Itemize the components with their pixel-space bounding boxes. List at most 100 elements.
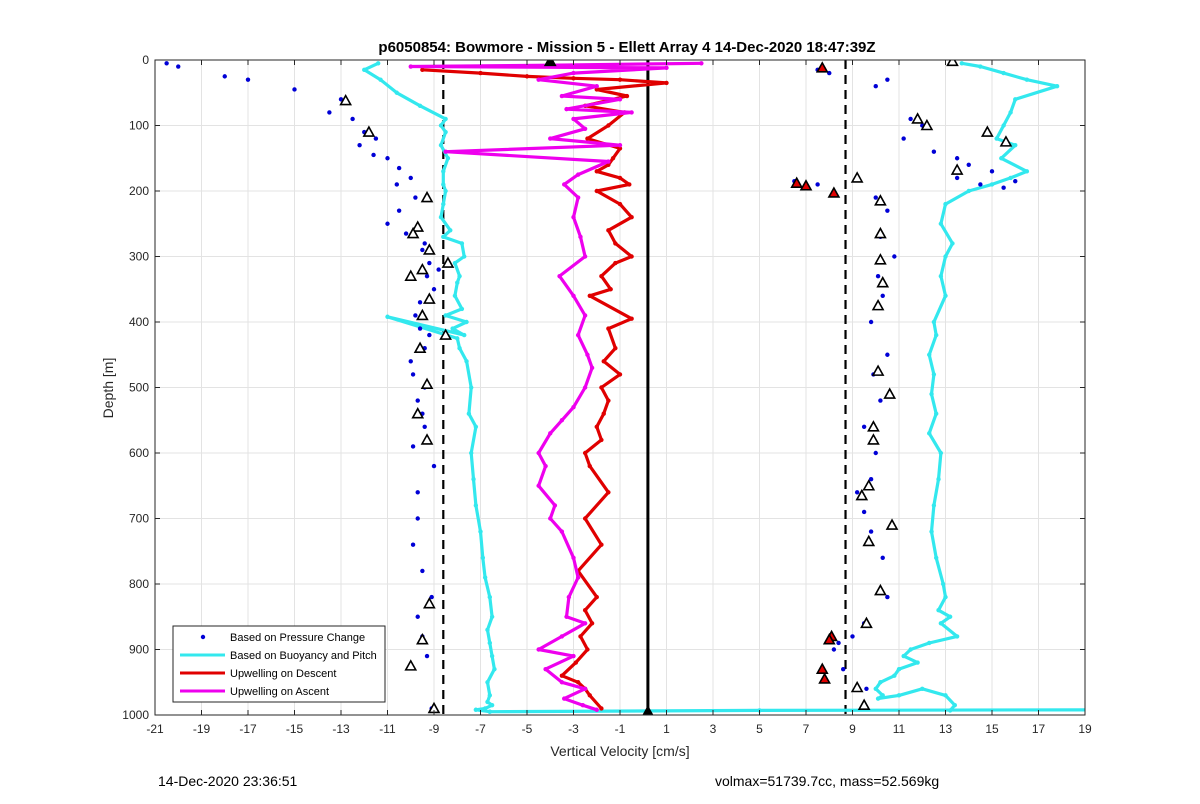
legend-label-0: Based on Pressure Change — [230, 632, 365, 644]
pressure-point-0-18 — [385, 221, 390, 226]
marker-1-3 — [980, 125, 994, 137]
series-point-2-0-40 — [606, 490, 611, 495]
series-point-2-0-19 — [617, 201, 623, 207]
series-point-3-0-42 — [564, 614, 569, 619]
series-point-3-0-48 — [559, 680, 565, 685]
series-point-1-0-43 — [485, 627, 490, 633]
series-point-1-2-2 — [1001, 70, 1006, 76]
marker-0-16 — [422, 597, 436, 609]
pressure-point-1-7 — [931, 149, 937, 154]
series-point-1-2-50 — [920, 686, 925, 691]
series-point-1-2-39 — [927, 640, 932, 646]
series-point-1-2-11 — [1024, 169, 1030, 174]
series-point-1-2-21 — [931, 319, 937, 325]
pressure-point-0-16 — [413, 195, 418, 200]
pressure-point-0-34 — [415, 398, 420, 403]
marker-0-15 — [420, 433, 434, 445]
series-point-3-0-35 — [536, 483, 541, 488]
pressure-point-0-11 — [371, 152, 376, 158]
series-point-3-0-5 — [536, 77, 541, 82]
series-point-1-0-27 — [462, 332, 467, 338]
series-point-1-2-20 — [943, 293, 948, 298]
pressure-point-1-32 — [868, 529, 874, 534]
series-point-1-0-40 — [482, 575, 488, 580]
x-tick-label-17: 13 — [939, 722, 953, 736]
series-point-1-0-35 — [469, 450, 474, 456]
pressure-point-0-39 — [415, 490, 420, 495]
series-point-1-2-15 — [943, 201, 948, 207]
series-point-1-0-12 — [443, 188, 448, 194]
series-point-1-0-18 — [462, 254, 467, 259]
series-point-1-0-20 — [457, 273, 462, 279]
series-point-2-0-26 — [608, 287, 613, 292]
series-point-2-0-42 — [599, 542, 604, 547]
pressure-point-1-28 — [873, 450, 878, 456]
series-point-3-0-12 — [582, 126, 588, 131]
series-point-3-0-38 — [559, 529, 565, 534]
pressure-point-1-34 — [885, 594, 890, 600]
legend-label-1: Based on Buoyancy and Pitch — [230, 650, 377, 662]
series-point-3-0-11 — [571, 116, 576, 122]
series-point-2-0-10 — [606, 123, 611, 128]
pressure-point-0-15 — [394, 182, 399, 187]
series-point-1-2-23 — [927, 352, 932, 357]
pressure-point-0-37 — [410, 444, 416, 449]
pressure-point-0-13 — [396, 165, 402, 171]
marker-0-9 — [422, 292, 436, 304]
pressure-point-0-22 — [427, 260, 432, 266]
y-tick-label-8: 800 — [129, 577, 149, 591]
series-point-3-0-0 — [699, 61, 704, 66]
series-point-3-0-50 — [562, 696, 567, 701]
pressure-point-0-38 — [431, 463, 437, 469]
series-point-2-0-35 — [601, 411, 606, 416]
x-tick-label-19: 17 — [1032, 722, 1046, 736]
x-tick-label-14: 7 — [803, 722, 810, 736]
pressure-point-1-9 — [966, 162, 971, 167]
pressure-point-0-7 — [350, 116, 355, 122]
marker-1-5 — [950, 163, 964, 175]
series-point-1-0-22 — [452, 293, 458, 298]
series-point-2-0-34 — [606, 398, 611, 403]
pressure-point-0-36 — [422, 424, 427, 429]
series-point-3-0-43 — [582, 621, 588, 626]
series-point-1-2-13 — [989, 182, 995, 187]
pressure-point-1-17 — [873, 195, 878, 200]
pressure-point-1-21 — [875, 273, 881, 279]
series-point-1-2-41 — [901, 653, 906, 659]
marker-0-2 — [420, 190, 434, 203]
y-tick-label-3: 300 — [129, 250, 149, 264]
marker-2-1 — [790, 176, 804, 188]
series-point-1-0-8 — [438, 142, 444, 148]
series-point-1-2-16 — [938, 221, 944, 226]
series-point-1-2-38 — [954, 634, 960, 639]
series-point-3-0-28 — [589, 365, 595, 371]
pressure-point-0-14 — [408, 175, 413, 181]
pressure-point-0-2 — [222, 74, 227, 79]
series-point-1-0-41 — [487, 594, 492, 600]
pressure-point-0-21 — [420, 247, 425, 253]
series-point-3-0-25 — [582, 313, 588, 318]
pressure-point-1-22 — [880, 293, 885, 298]
series-point-3-0-15 — [443, 149, 448, 154]
series-point-3-0-27 — [585, 352, 590, 357]
series-point-3-0-30 — [571, 404, 576, 410]
marker-0-13 — [420, 377, 434, 390]
pressure-point-1-33 — [880, 555, 885, 560]
x-tick-label-4: -13 — [332, 722, 350, 736]
series-point-3-0-44 — [559, 634, 565, 639]
series-point-2-0-54 — [599, 706, 604, 711]
chart-title: p6050854: Bowmore - Mission 5 - Ellett A… — [378, 39, 875, 56]
series-point-3-0-34 — [543, 463, 548, 469]
marker-1-21 — [860, 616, 873, 629]
data-layer — [164, 60, 1085, 715]
pressure-point-1-30 — [854, 490, 860, 495]
series-point-1-2-28 — [938, 450, 944, 456]
series-point-1-0-26 — [450, 326, 455, 331]
marker-2-2 — [799, 179, 813, 191]
marker-1-13 — [883, 387, 897, 399]
series-point-2-0-29 — [606, 326, 611, 331]
series-point-1-2-4 — [1054, 84, 1060, 89]
marker-0-6 — [441, 256, 455, 268]
series-point-1-2-32 — [934, 555, 939, 560]
